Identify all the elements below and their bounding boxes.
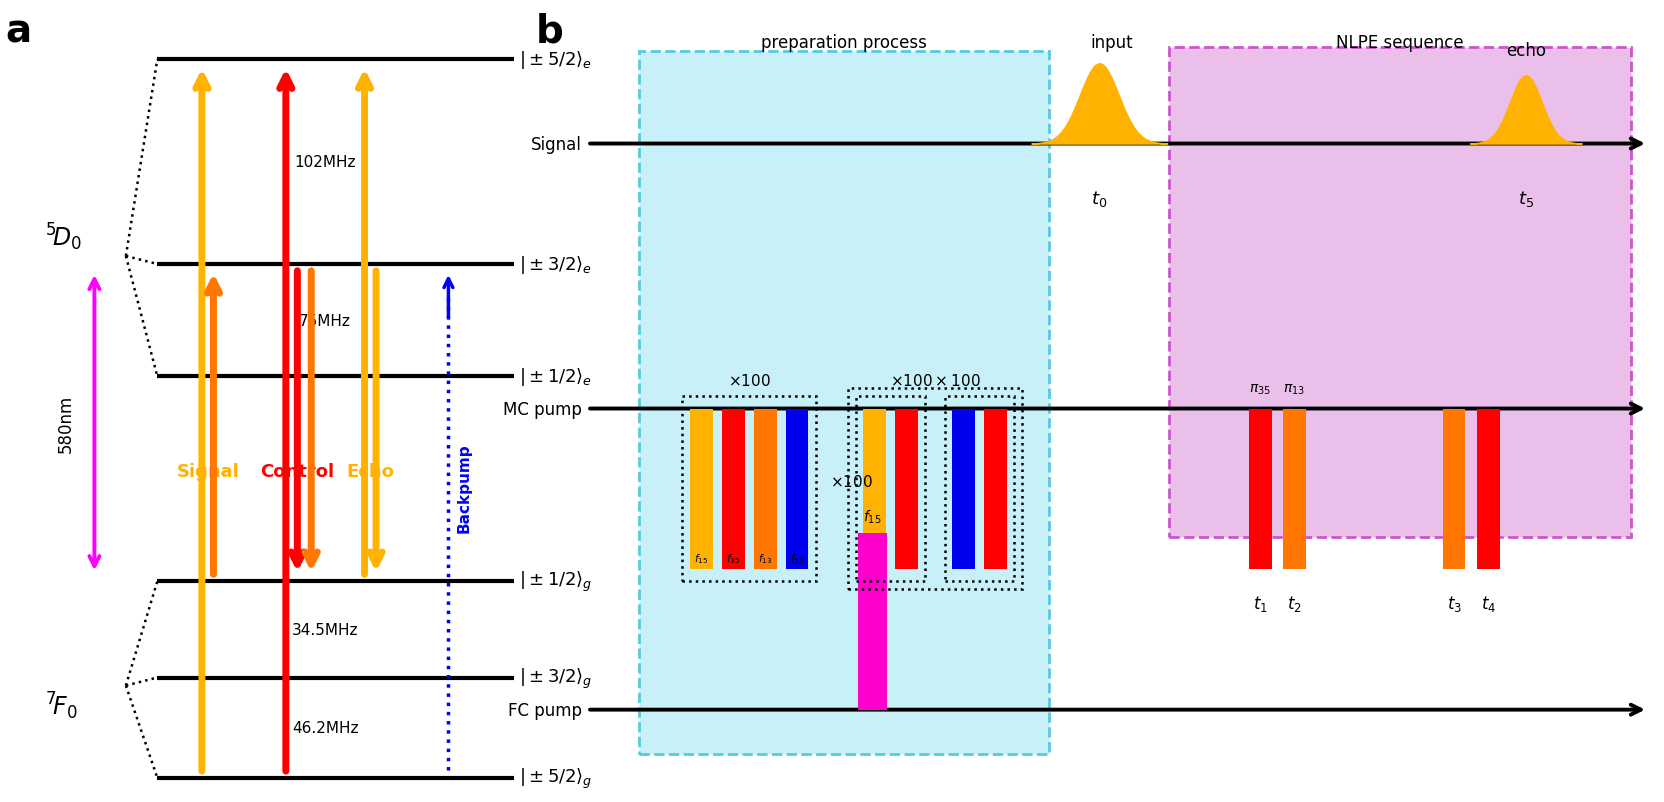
Text: 46.2MHz: 46.2MHz [291,720,358,735]
Text: echo: echo [1504,43,1544,60]
Bar [1168,48,1629,537]
Bar [983,409,1007,569]
Text: Echo: Echo [346,462,394,480]
Text: $\pi_{35}$: $\pi_{35}$ [1248,383,1270,397]
Text: $^5\!D_0$: $^5\!D_0$ [45,221,82,253]
Text: $\times100$: $\times100$ [830,473,872,489]
Text: $t_1$: $t_1$ [1251,593,1266,614]
Text: $^7\!F_0$: $^7\!F_0$ [45,690,77,721]
Text: $|\pm3/2\rangle_g$: $|\pm3/2\rangle_g$ [519,666,592,690]
Text: $|\pm5/2\rangle_e$: $|\pm5/2\rangle_e$ [519,49,592,71]
Bar [895,409,917,569]
Text: a: a [5,12,32,50]
Text: $f_{35}$: $f_{35}$ [726,552,740,565]
Text: 75MHz: 75MHz [300,314,351,328]
Bar [722,409,744,569]
Bar [639,52,1048,754]
Text: $\times100\times100$: $\times100\times100$ [889,373,980,389]
Text: $|\pm3/2\rangle_e$: $|\pm3/2\rangle_e$ [519,253,592,276]
Text: NLPE sequence: NLPE sequence [1335,34,1463,51]
Bar [1283,409,1305,569]
Bar [855,397,924,581]
Bar [682,397,815,581]
Text: $\times100$: $\times100$ [727,373,770,389]
Text: $f_{53}$: $f_{53}$ [789,552,804,565]
Bar [945,397,1013,581]
Text: $t_4$: $t_4$ [1479,593,1494,614]
Text: MC pump: MC pump [503,400,581,418]
Text: Signal: Signal [531,136,581,153]
Bar [689,409,712,569]
Text: input: input [1090,34,1133,51]
Text: FC pump: FC pump [508,701,581,719]
Bar [952,409,975,569]
Text: $t_2$: $t_2$ [1286,593,1301,614]
Text: $f_{15}$: $f_{15}$ [694,552,707,565]
Bar [849,389,1022,589]
Text: $t_3$: $t_3$ [1446,593,1461,614]
Text: $t_0$: $t_0$ [1090,188,1107,209]
Text: Backpump: Backpump [456,443,471,532]
Bar [1248,409,1271,569]
Bar [785,409,809,569]
Text: Control: Control [260,462,334,480]
Bar [1441,409,1464,569]
Text: b: b [536,12,564,50]
Bar [1476,409,1499,569]
Text: $|\pm5/2\rangle_g$: $|\pm5/2\rangle_g$ [519,766,592,790]
Text: Signal: Signal [176,462,240,480]
Text: 580nm: 580nm [57,394,75,452]
Text: $f_{15}$: $f_{15}$ [862,508,880,525]
Bar [857,533,887,710]
Bar [862,409,885,569]
Bar [754,409,775,569]
Text: $|\pm1/2\rangle_e$: $|\pm1/2\rangle_e$ [519,366,592,388]
Text: $t_5$: $t_5$ [1518,188,1533,209]
Text: $|\pm1/2\rangle_g$: $|\pm1/2\rangle_g$ [519,569,592,593]
Text: preparation process: preparation process [760,34,927,51]
Text: $\pi_{13}$: $\pi_{13}$ [1283,383,1305,397]
Text: 34.5MHz: 34.5MHz [291,622,358,637]
Text: 102MHz: 102MHz [295,155,356,170]
Text: $f_{13}$: $f_{13}$ [757,552,772,565]
